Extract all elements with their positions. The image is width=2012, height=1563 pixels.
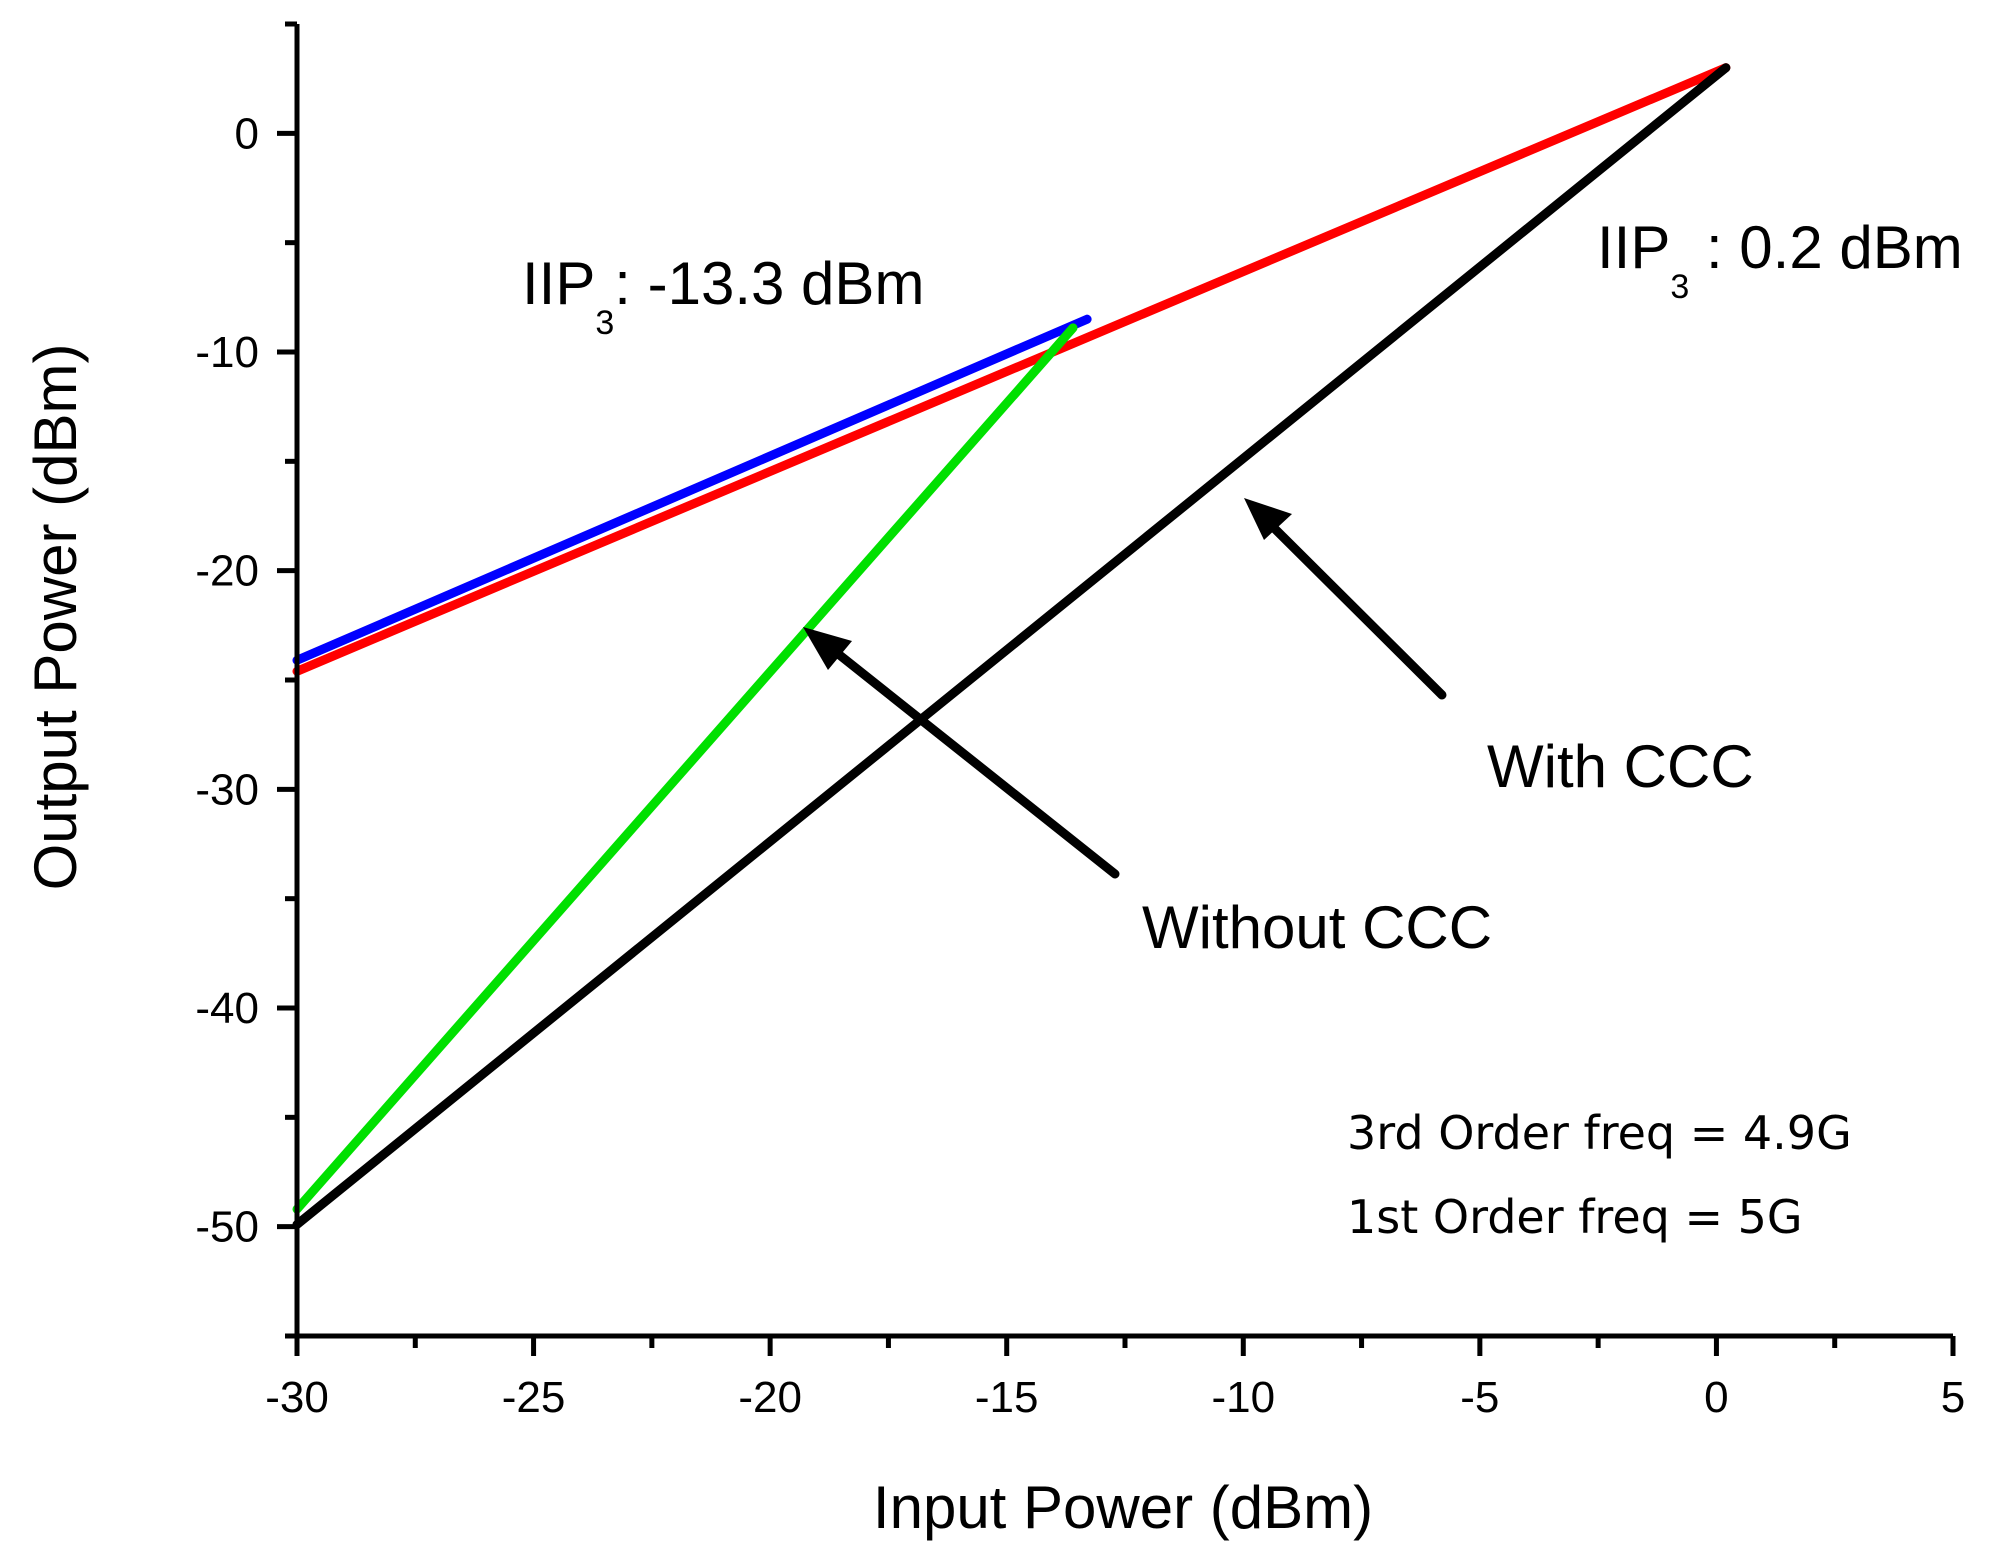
x-tick-label: -25 [502,1373,566,1422]
x-axis-title: Input Power (dBm) [873,1474,1373,1541]
iip3-without-label: IIP3: -13.3 dBm [522,250,924,342]
y-tick-label: -20 [195,547,259,596]
with-ccc-arrow [1244,498,1447,700]
iip3-without-main: IIP [522,250,595,317]
x-tick-label: -10 [1211,1373,1275,1422]
note-third-order-freq: 3rd Order freq = 4.9G [1347,1106,1852,1160]
x-tick-label: -30 [265,1373,329,1422]
plot-series-layer [292,63,1731,1229]
y-tick-label: -30 [195,765,259,814]
y-tick-label: -10 [195,328,259,377]
axes-layer: -30 -25 -20 -15 -10 -5 0 5-50-40-30-20-100 [195,21,1965,1422]
y-tick-label: -50 [195,1203,259,1252]
series-third-order-with-ccc [292,63,1731,1229]
series-fundamental-without-ccc [292,314,1092,665]
without-ccc-arrow [803,627,1120,879]
x-tick-label: -5 [1460,1373,1499,1422]
note-first-order-freq: 1st Order freq = 5G [1347,1190,1803,1244]
series-third-order-without-ccc [292,323,1078,1214]
iip3-with-rest: : 0.2 dBm [1689,214,1962,281]
iip3-with-label: IIP3 : 0.2 dBm [1597,214,1963,306]
x-tick-label: 5 [1941,1373,1965,1422]
x-tick-label: 0 [1704,1373,1728,1422]
iip3-without-rest: : -13.3 dBm [614,250,924,317]
iip3-with-sub: 3 [1670,268,1689,306]
series-fundamental-with-ccc [292,63,1731,676]
y-tick-label: -40 [195,984,259,1033]
x-tick-label: -20 [738,1373,802,1422]
iip3-with-main: IIP [1597,214,1670,281]
iip3-without-sub: 3 [595,304,614,342]
x-tick-label: -15 [975,1373,1039,1422]
with-ccc-label: With CCC [1487,733,1754,800]
y-tick-label: 0 [235,109,259,158]
y-axis-title: Output Power (dBm) [22,344,89,891]
without-ccc-label: Without CCC [1142,894,1492,961]
